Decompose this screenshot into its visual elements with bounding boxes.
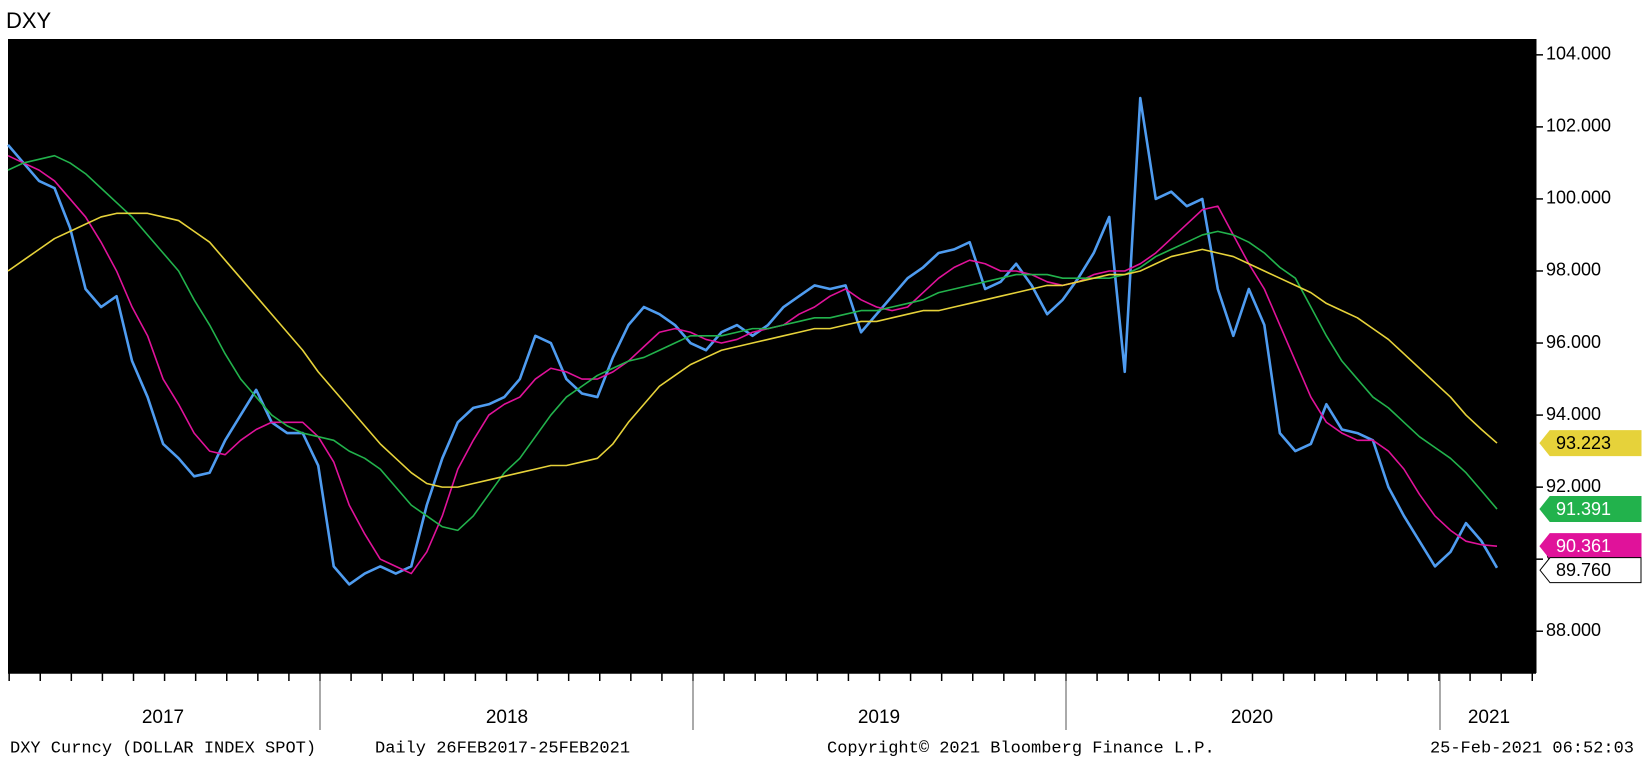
footer-copyright: Copyright© 2021 Bloomberg Finance L.P. xyxy=(827,739,1215,758)
y-tick-label: 94.000 xyxy=(1546,404,1601,424)
moving-average-line xyxy=(7,212,1498,488)
y-tick-label: 98.000 xyxy=(1546,260,1601,280)
last-value-label: 91.391 xyxy=(1556,499,1611,519)
plot-area xyxy=(8,39,1536,673)
x-tick-label: 2017 xyxy=(142,707,184,728)
y-tick-label: 104.000 xyxy=(1546,44,1611,64)
footer-timestamp: 25-Feb-2021 06:52:03 xyxy=(1430,739,1634,758)
y-tick-label: 100.000 xyxy=(1546,188,1611,208)
last-value-tag xyxy=(1539,430,1642,457)
last-value-label: 89.760 xyxy=(1556,560,1611,580)
y-tick-label: 102.000 xyxy=(1546,116,1611,136)
last-value-label: 93.223 xyxy=(1556,433,1611,453)
last-value-tag xyxy=(1539,533,1642,560)
footer-security: DXY Curncy (DOLLAR INDEX SPOT) xyxy=(10,739,316,758)
last-value-label: 90.361 xyxy=(1556,536,1611,556)
x-tick-label: 2018 xyxy=(486,707,528,728)
x-tick-label: 2019 xyxy=(858,707,900,728)
y-tick-label: 88.000 xyxy=(1546,620,1601,640)
x-tick-label: 2021 xyxy=(1468,707,1510,728)
chart-title: DXY xyxy=(6,8,52,33)
price-line xyxy=(7,96,1499,586)
moving-average-line xyxy=(7,154,1498,532)
y-tick-label: 96.000 xyxy=(1546,332,1601,352)
last-value-tag xyxy=(1539,557,1642,584)
x-tick-label: 2020 xyxy=(1231,707,1273,728)
last-value-tag xyxy=(1539,496,1642,523)
y-tick-label: 92.000 xyxy=(1546,476,1601,496)
footer-range: Daily 26FEB2017-25FEB2021 xyxy=(375,739,630,758)
